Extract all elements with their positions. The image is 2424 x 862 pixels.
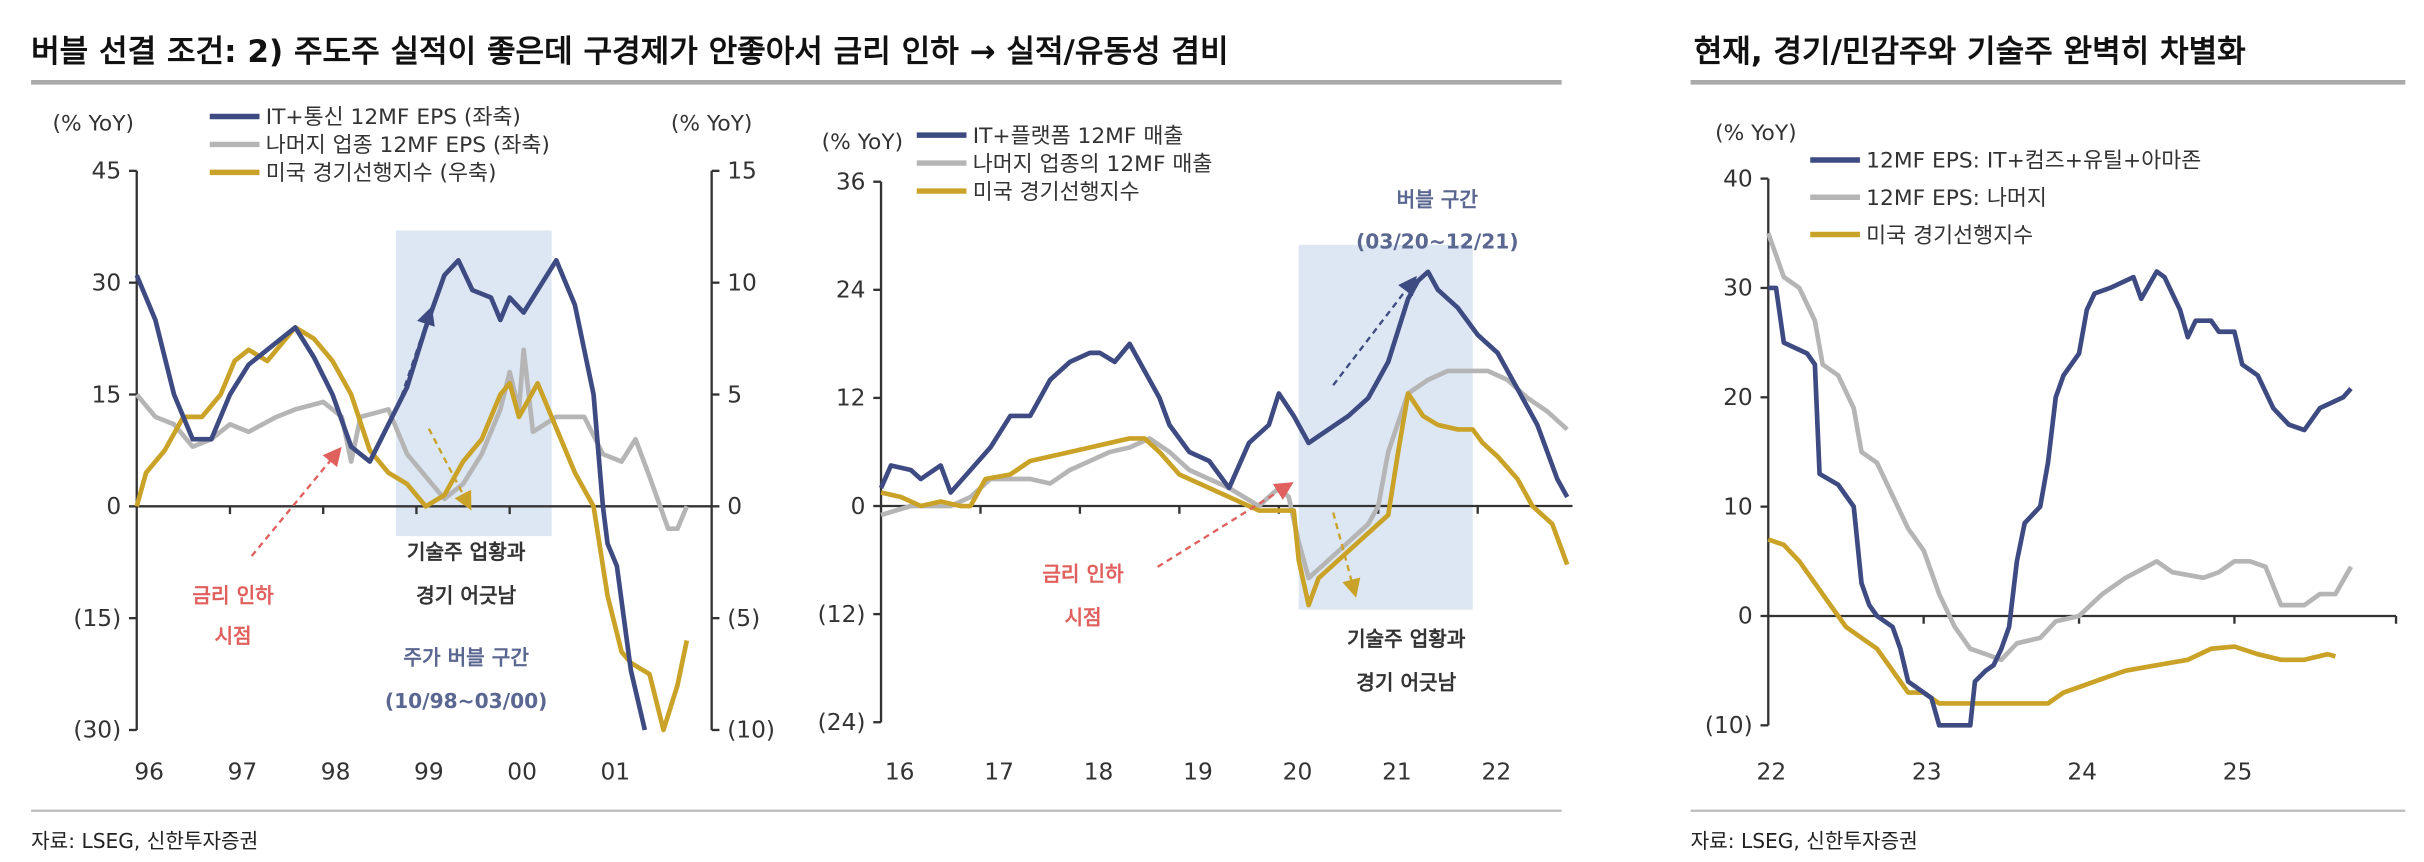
left-source-note: 자료: LSEG, 신한투자증권 — [31, 829, 258, 853]
left-panel-title: 버블 선결 조건: 2) 주도주 실적이 좋은데 구경제가 안좋아서 금리 인하… — [31, 34, 1229, 70]
x-tick-label: 96 — [134, 759, 164, 786]
y-tick-label: 0 — [106, 493, 121, 520]
right-source-note: 자료: LSEG, 신한투자증권 — [1691, 829, 1918, 853]
chart-2-annotations: 버블 구간 (03/20~12/21) 금리 인하 시점 기술주 업황과 경기 … — [1042, 188, 1518, 695]
rate-cut-arrow — [250, 446, 342, 557]
x-tick-label: 19 — [1183, 759, 1213, 786]
y-tick-label: 30 — [1723, 275, 1753, 302]
y-tick-label: (12) — [818, 601, 866, 628]
annotation-rate-cut-timing: 시점 — [1064, 605, 1101, 629]
series-line-leading-index — [1767, 537, 2337, 706]
annotation-rate-cut: 금리 인하 — [1042, 562, 1124, 586]
x-tick-label: 16 — [885, 759, 915, 786]
series-line-tech — [878, 269, 1570, 499]
y-axis-unit: (% YoY) — [52, 111, 134, 136]
legend-label: 미국 경기선행지수 — [973, 180, 1140, 205]
legend-label: 12MF EPS: IT+컴즈+유틸+아마존 — [1866, 149, 2201, 174]
y-tick-label: 0 — [1738, 603, 1753, 630]
x-tick-label: 24 — [2067, 759, 2097, 786]
right-panel-title: 현재, 경기/민감주와 기술주 완벽히 차별화 — [1694, 34, 2247, 70]
y-axis-unit: (% YoY) — [822, 130, 904, 155]
series-line-tech — [1768, 269, 2353, 728]
annotation-bubble-period: 주가 버블 구간 — [403, 646, 529, 670]
x-tick-label: 99 — [414, 759, 444, 786]
chart-1-annotations: 기술주 업황과 경기 어긋남 주가 버블 구간 (10/98~03/00) 금리… — [192, 306, 548, 713]
x-tick-label: 25 — [2223, 759, 2253, 786]
y2-tick-label: 0 — [727, 493, 742, 520]
legend-label: 12MF EPS: 나머지 — [1866, 186, 2047, 211]
series-line-leading-index — [880, 391, 1570, 608]
it-revenue-up-arrow — [1332, 275, 1417, 386]
y-tick-label: 12 — [836, 385, 866, 412]
y-tick-label: 0 — [851, 493, 866, 520]
y-tick-label: (24) — [818, 709, 866, 736]
x-tick-label: 01 — [600, 759, 630, 786]
y2-tick-label: 15 — [727, 158, 757, 185]
it-eps-up-arrow — [396, 306, 435, 408]
series-line-leading-index — [134, 325, 690, 733]
x-tick-label: 00 — [507, 759, 537, 786]
y-tick-label: 20 — [1723, 384, 1753, 411]
chart-3-current-divergence: 40 30 20 10 0 (10) (% YoY) 22 23 24 25 12MF EPS: IT… — [1705, 121, 2398, 786]
y2-axis-unit: (% YoY) — [671, 111, 753, 136]
chart-1-bubble-1990s: 45 30 15 0 (15) (30) 15 10 5 0 (5) (10) (% YoY) (% Yo… — [52, 105, 775, 785]
y-axis-unit: (% YoY) — [1715, 121, 1797, 146]
annotation-rate-cut: 금리 인하 — [192, 584, 274, 608]
legend-label: 나머지 업종 12MF EPS (좌축) — [266, 133, 550, 158]
x-tick-label: 22 — [1482, 759, 1512, 786]
series-line-others — [134, 347, 689, 532]
x-tick-label: 20 — [1283, 759, 1313, 786]
y-tick-label: (15) — [73, 605, 121, 632]
x-tick-label: 97 — [228, 759, 258, 786]
leading-index-down-arrow — [1332, 512, 1361, 598]
x-tick-label: 21 — [1382, 759, 1412, 786]
series-line-others — [1766, 232, 2353, 663]
y-tick-label: 10 — [1723, 493, 1753, 520]
legend-label: IT+플랫폼 12MF 매출 — [973, 124, 1184, 149]
y-tick-label: 40 — [1723, 165, 1753, 192]
x-tick-label: 17 — [984, 759, 1014, 786]
y2-tick-label: (10) — [727, 717, 775, 744]
x-tick-label: 22 — [1757, 759, 1787, 786]
y2-tick-label: 10 — [727, 269, 757, 296]
y-tick-label: (10) — [1705, 712, 1753, 739]
annotation-bubble-period: 버블 구간 — [1397, 188, 1479, 212]
annotation-economy-mismatch: 경기 어긋남 — [1356, 671, 1456, 695]
annotation-tech-cycle: 기술주 업황과 — [1347, 627, 1466, 651]
y-tick-label: 24 — [836, 277, 866, 304]
rate-cut-arrow — [1156, 482, 1294, 568]
leading-index-down-arrow — [427, 428, 472, 511]
y-tick-label: 36 — [836, 168, 866, 195]
y2-tick-label: 5 — [727, 381, 742, 408]
x-tick-label: 18 — [1084, 759, 1114, 786]
series-line-others — [880, 368, 1569, 581]
y-tick-label: 15 — [92, 381, 122, 408]
legend-label: 나머지 업종의 12MF 매출 — [973, 152, 1213, 177]
y2-tick-label: (5) — [727, 605, 760, 632]
annotation-economy-mismatch: 경기 어긋남 — [416, 584, 516, 608]
y-tick-label: 30 — [92, 269, 122, 296]
annotation-bubble-dates: (03/20~12/21) — [1356, 230, 1519, 254]
y-tick-label: (30) — [73, 717, 121, 744]
annotation-bubble-dates: (10/98~03/00) — [385, 689, 548, 713]
legend-label: IT+통신 12MF EPS (좌축) — [266, 105, 521, 130]
x-tick-label: 98 — [321, 759, 351, 786]
series-line-tech — [134, 257, 648, 731]
chart-2-bubble-2020s: 36 24 12 0 (12) (24) (% YoY) 16 17 18 19 20 21 22 IT+플… — [818, 124, 1573, 786]
y-tick-label: 45 — [92, 158, 122, 185]
x-tick-label: 23 — [1912, 759, 1942, 786]
annotation-rate-cut-timing: 시점 — [214, 624, 251, 648]
legend-label: 미국 경기선행지수 — [1866, 223, 2033, 248]
annotation-tech-cycle: 기술주 업황과 — [407, 540, 526, 564]
legend-label: 미국 경기선행지수 (우축) — [266, 161, 497, 186]
